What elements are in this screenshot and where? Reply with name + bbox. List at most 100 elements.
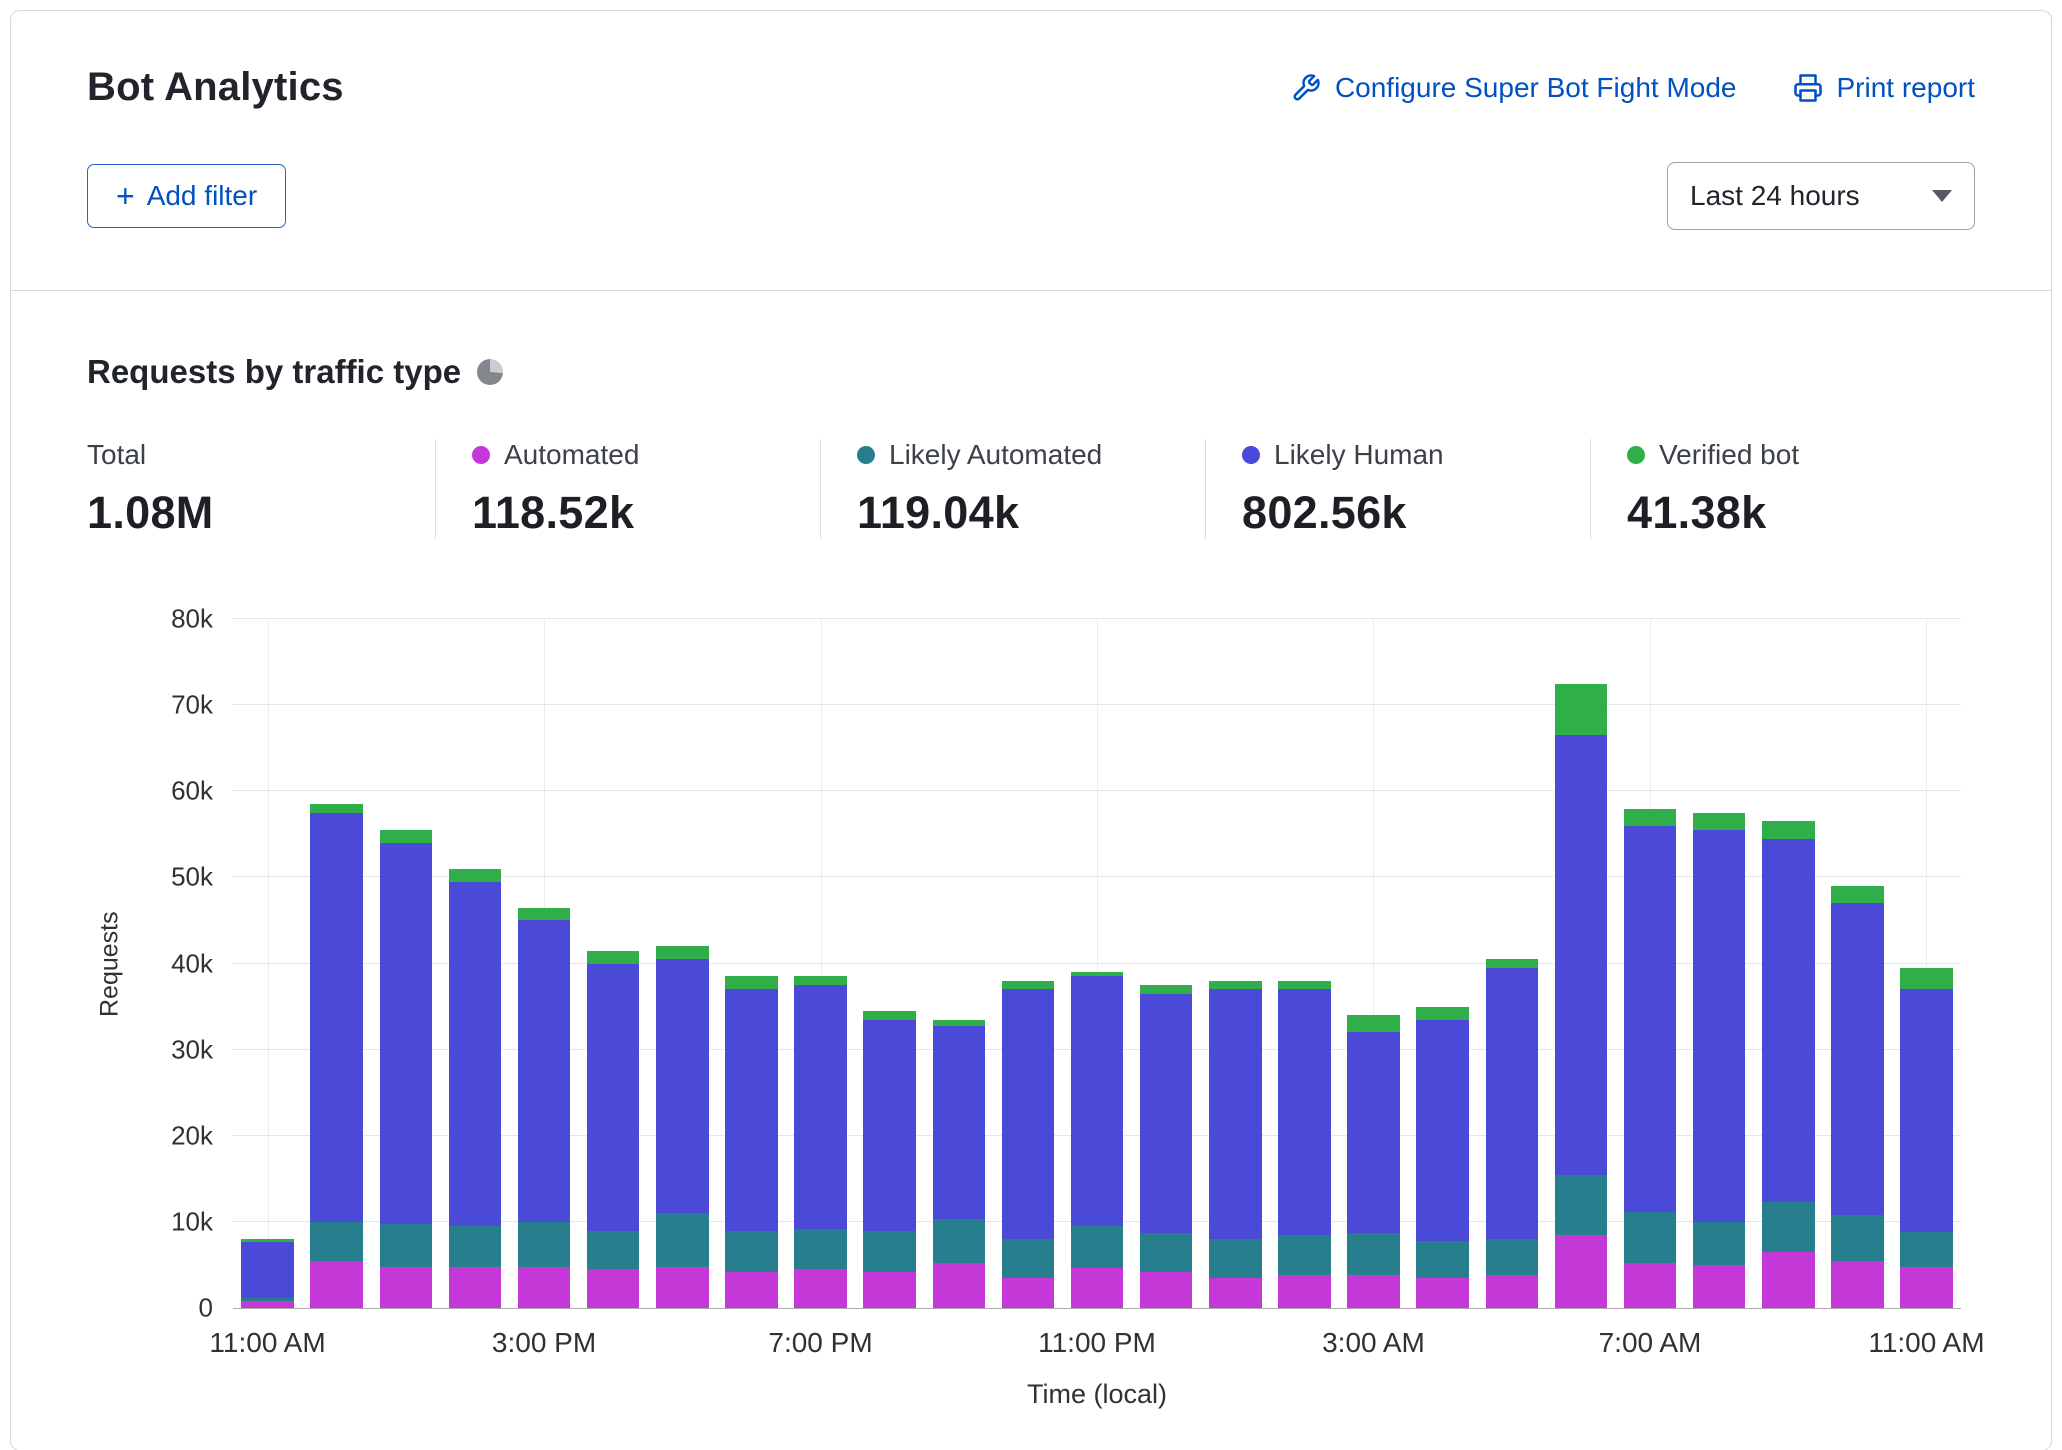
y-tick-label: 80k [171, 603, 213, 634]
bar[interactable] [241, 1239, 294, 1308]
bar[interactable] [932, 1019, 986, 1308]
bar-segment-likely-human [1001, 989, 1055, 1240]
x-tick-label: 3:00 PM [491, 1327, 597, 1358]
bar-segment-verified-bot [656, 946, 709, 960]
stat-verified-bot[interactable]: Verified bot 41.38k [1590, 439, 1975, 539]
bar-segment-likely-automated [1900, 1232, 1953, 1267]
bar-segment-verified-bot [1070, 972, 1124, 977]
automated-legend-dot [472, 446, 490, 464]
configure-bot-fight-mode-link[interactable]: Configure Super Bot Fight Mode [1291, 72, 1737, 104]
bar[interactable] [586, 950, 640, 1308]
bar-segment-likely-human [1209, 989, 1262, 1240]
stat-likely-human-label: Likely Human [1274, 439, 1444, 470]
bar[interactable] [1485, 959, 1539, 1308]
bar-segment-verified-bot [1692, 812, 1746, 831]
bar[interactable] [1347, 1015, 1400, 1308]
bar-segment-likely-human [1623, 825, 1677, 1212]
x-tick-label: 11:00 PM [1038, 1327, 1156, 1358]
bar-slot [1754, 619, 1823, 1308]
bar-segment-likely-automated [1485, 1239, 1539, 1276]
bar-slot [440, 619, 509, 1308]
bar-slot [1132, 619, 1201, 1308]
bar[interactable] [1554, 683, 1608, 1308]
verified-bot-legend-dot [1627, 446, 1645, 464]
bar-segment-automated [517, 1266, 571, 1308]
wrench-icon [1291, 73, 1321, 103]
bar-segment-automated [586, 1269, 640, 1308]
stat-automated[interactable]: Automated 118.52k [435, 439, 820, 539]
stat-likely-automated[interactable]: Likely Automated 119.04k [820, 439, 1205, 539]
bar[interactable] [863, 1010, 916, 1308]
gridline-v [820, 619, 822, 1308]
bar-segment-verified-bot [1485, 959, 1539, 968]
bar-segment-likely-human [241, 1241, 294, 1298]
bar[interactable] [1001, 980, 1055, 1308]
bar-segment-likely-automated [1416, 1240, 1469, 1278]
bar[interactable] [1070, 972, 1124, 1308]
print-report-link[interactable]: Print report [1793, 72, 1975, 104]
bar[interactable] [794, 976, 847, 1308]
bar-slot [855, 619, 924, 1308]
bar-segment-likely-automated [1554, 1174, 1608, 1235]
bar-slot [1270, 619, 1339, 1308]
bar-segment-verified-bot [1762, 821, 1815, 839]
bar[interactable] [1278, 980, 1331, 1308]
bar-segment-likely-human [1070, 976, 1124, 1227]
bar[interactable] [310, 804, 363, 1308]
bar[interactable] [448, 868, 502, 1308]
bar-segment-automated [932, 1263, 986, 1308]
bar-segment-likely-automated [863, 1230, 916, 1272]
bar-segment-verified-bot [586, 950, 640, 964]
stat-total-label: Total [87, 439, 147, 470]
x-tick-label: 7:00 AM [1598, 1327, 1702, 1358]
stat-total[interactable]: Total 1.08M [87, 439, 435, 539]
add-filter-button[interactable]: + Add filter [87, 164, 287, 228]
add-filter-label: Add filter [146, 180, 258, 211]
bar[interactable] [1831, 886, 1884, 1308]
likely-automated-legend-dot [857, 446, 875, 464]
bar[interactable] [1416, 1006, 1469, 1308]
bar[interactable] [1900, 967, 1953, 1308]
bar-slot [717, 619, 786, 1308]
bar-segment-automated [1347, 1275, 1400, 1308]
bar[interactable] [1209, 980, 1262, 1308]
bar-segment-likely-human [794, 985, 847, 1229]
bar-segment-automated [448, 1266, 502, 1308]
bar-segment-likely-automated [1347, 1233, 1400, 1276]
chart-plot: 0 10k 20k 30k 40k 50k 60k 70k 80k [171, 604, 1961, 1323]
bar[interactable] [517, 907, 571, 1308]
bar-segment-automated [1554, 1234, 1608, 1308]
bar[interactable] [725, 976, 778, 1308]
y-tick-label: 40k [171, 948, 213, 978]
bar[interactable] [379, 830, 433, 1308]
bar-segment-likely-automated [1139, 1233, 1193, 1272]
bar-segment-verified-bot [794, 976, 847, 986]
bar-segment-likely-human [1900, 989, 1953, 1233]
bar-segment-verified-bot [725, 976, 778, 990]
bar-slot [1616, 619, 1685, 1308]
bar[interactable] [1623, 808, 1677, 1308]
stats-row: Total 1.08M Automated 118.52k Likely Aut… [87, 439, 1975, 539]
gridline-v [1373, 619, 1375, 1308]
time-range-select[interactable]: Last 24 hours [1667, 162, 1975, 230]
bar[interactable] [1762, 821, 1815, 1308]
bar-segment-likely-human [1485, 967, 1539, 1240]
bar-segment-verified-bot [379, 830, 433, 843]
y-axis-title: Requests [95, 911, 124, 1017]
stat-likely-human[interactable]: Likely Human 802.56k [1205, 439, 1590, 539]
bar-segment-automated [863, 1271, 916, 1308]
x-tick-label: 3:00 AM [1322, 1327, 1425, 1358]
bar-segment-likely-human [656, 959, 709, 1214]
bar-segment-automated [310, 1260, 363, 1308]
bar-segment-likely-automated [1623, 1211, 1677, 1264]
bar-segment-likely-human [863, 1019, 916, 1231]
bar[interactable] [1692, 812, 1746, 1308]
gridline-h [233, 618, 1961, 619]
bar-slot [1408, 619, 1477, 1308]
bar-segment-verified-bot [1209, 980, 1262, 990]
bar[interactable] [1139, 985, 1193, 1308]
bar-segment-likely-automated [1278, 1234, 1331, 1276]
printer-icon [1793, 73, 1823, 103]
bar[interactable] [656, 946, 709, 1308]
likely-human-legend-dot [1242, 446, 1260, 464]
